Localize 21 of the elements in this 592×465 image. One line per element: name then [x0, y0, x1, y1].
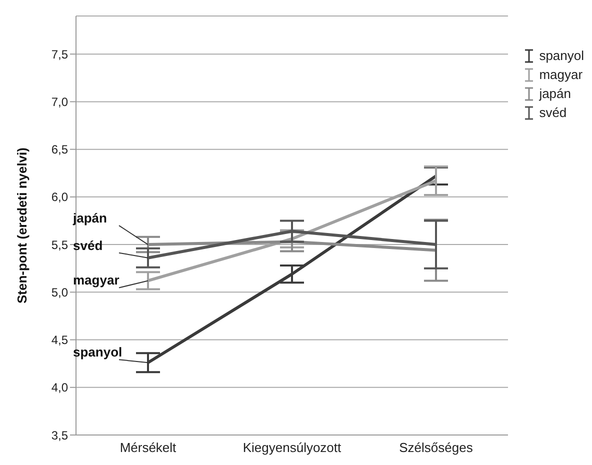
annotation: svéd [73, 238, 103, 253]
y-tick-label: 7,5 [51, 47, 68, 62]
y-tick-label: 5,0 [51, 285, 68, 300]
annotation: magyar [73, 272, 120, 288]
y-axis-title: Sten-pont (eredeti nyelvi) [14, 147, 30, 304]
legend-label: japán [539, 86, 571, 101]
y-tick-label: 3,5 [51, 428, 68, 442]
legend-label: svéd [539, 105, 567, 120]
x-tick-label: Mérsékelt [120, 440, 177, 456]
y-tick-label: 7,0 [51, 94, 68, 109]
annotation: spanyol [73, 344, 122, 360]
y-tick-label: 4,0 [51, 380, 68, 395]
x-tick-label: Kiegyensúlyozott [242, 440, 342, 456]
y-tick-label: 5,5 [51, 238, 68, 252]
legend-label: spanyol [539, 48, 584, 63]
annotation: japán [72, 210, 108, 226]
y-tick-label: 6,0 [51, 190, 68, 204]
legend-label: magyar [539, 67, 583, 82]
y-tick-label: 4,5 [51, 333, 68, 348]
y-tick-label: 6,5 [51, 142, 68, 157]
x-tick-label: Szélsőséges [399, 440, 474, 456]
